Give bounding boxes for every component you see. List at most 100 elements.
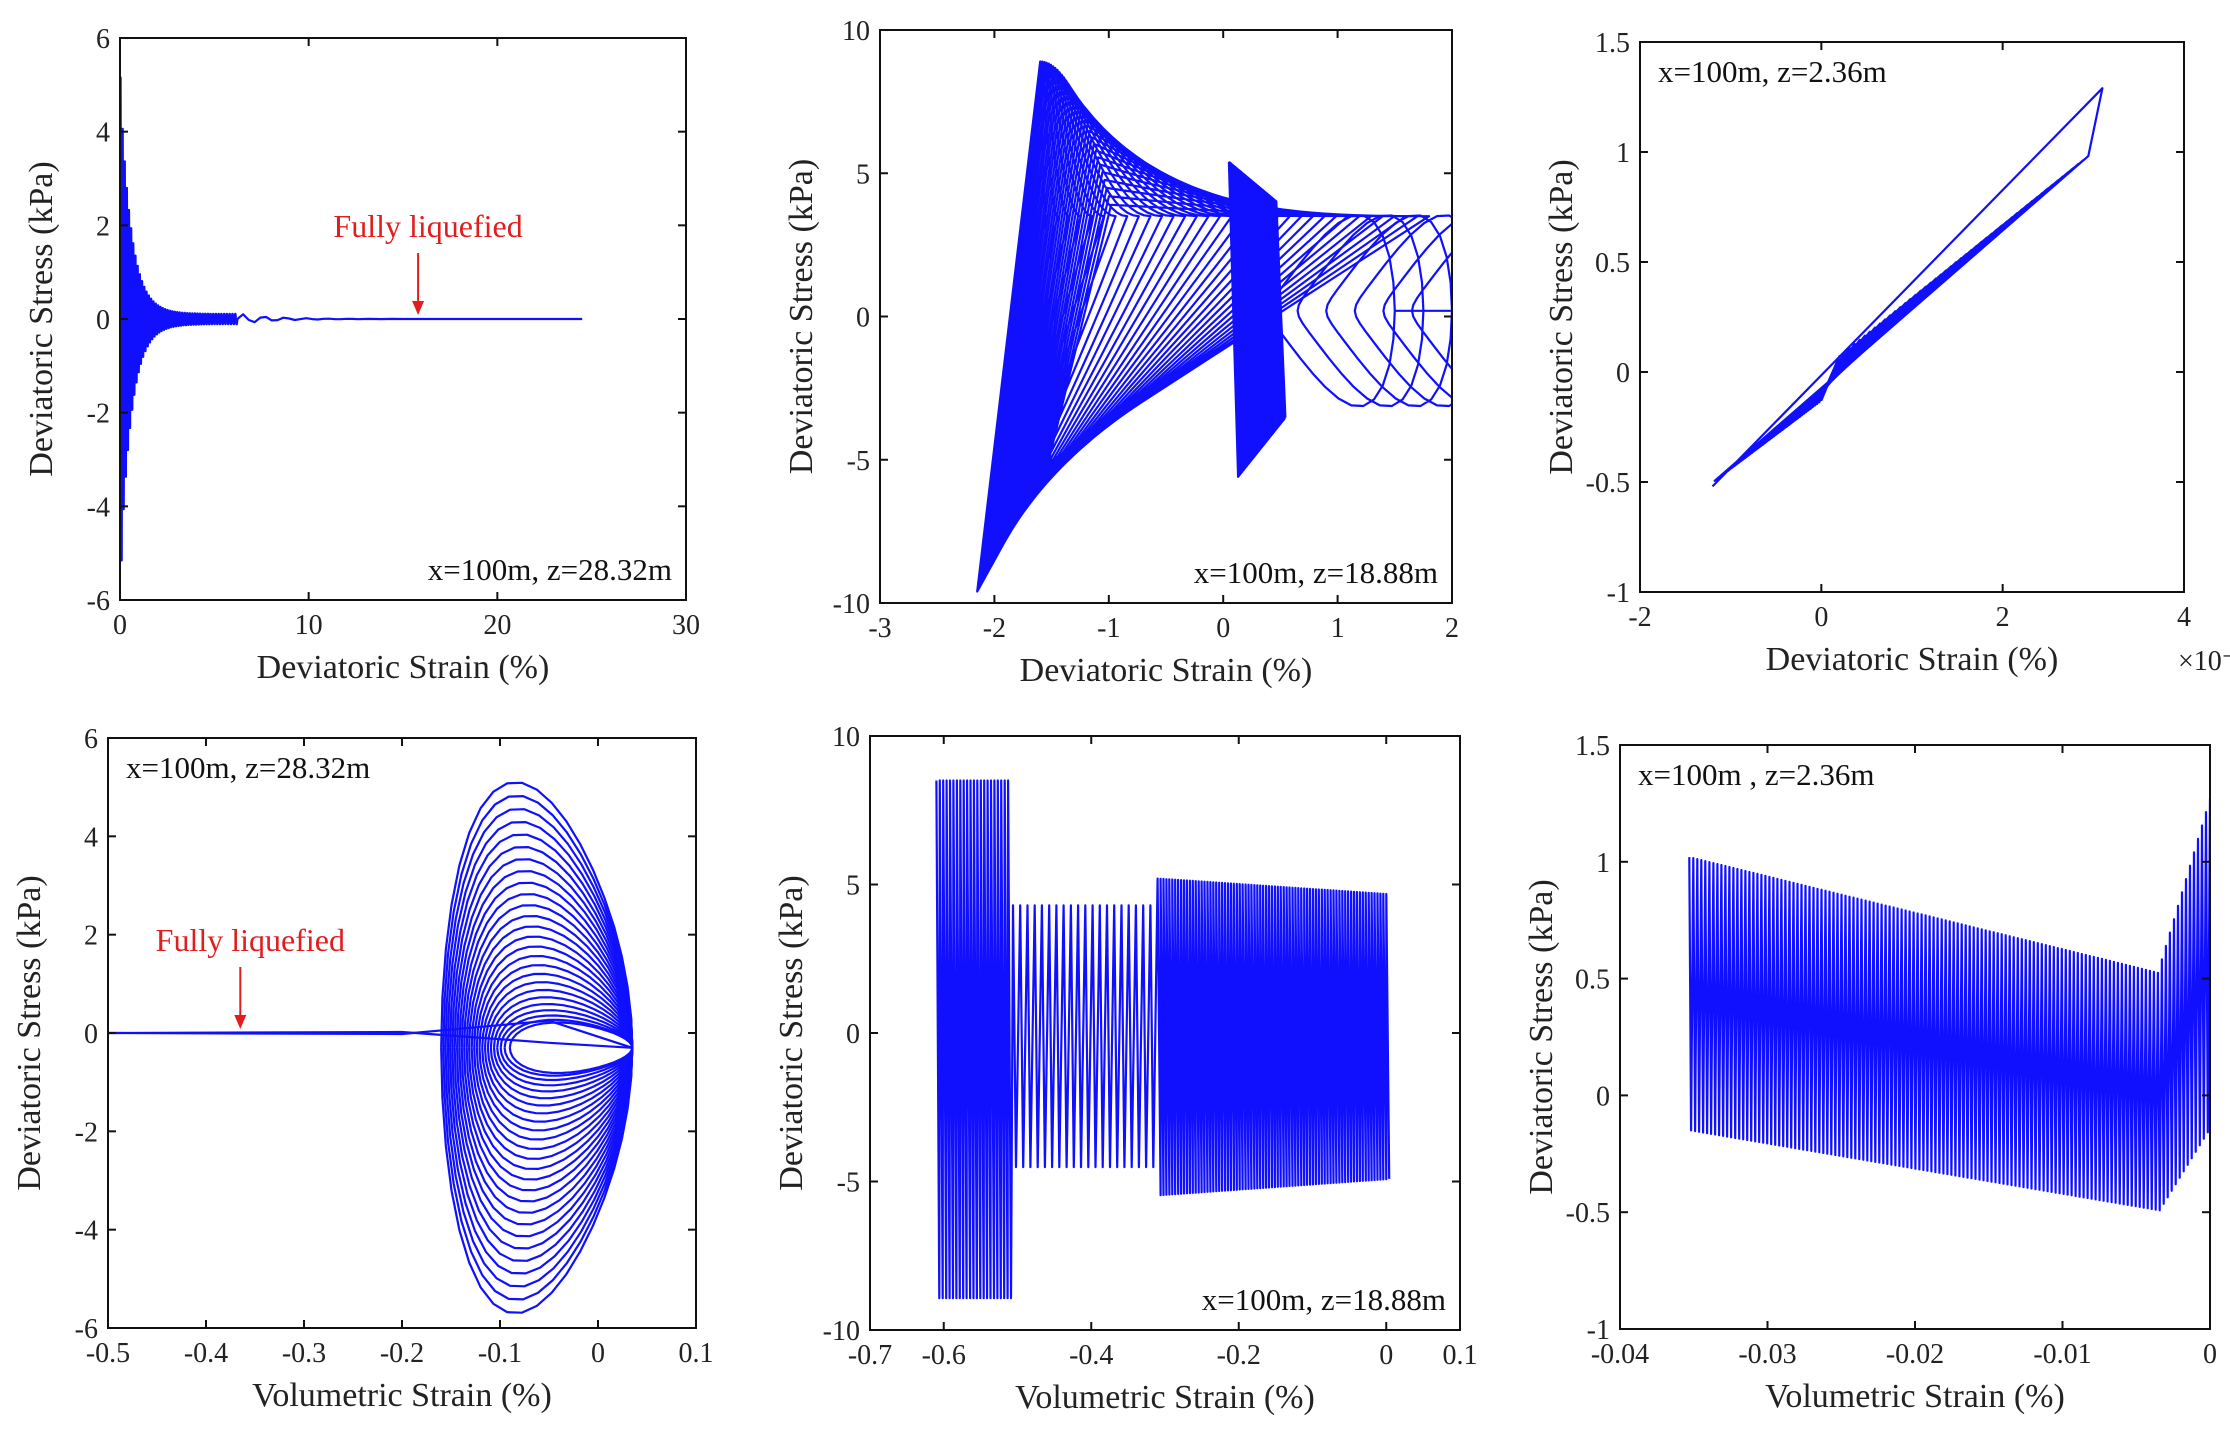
x-tick-label: 30 — [672, 610, 700, 641]
panel-p3: -2 0 2 4 -1 -0.5 0 0.5 1 1.5 Deviatoric Strain (%)… — [1543, 28, 2230, 678]
y-tick-label: 1.5 — [1575, 731, 1610, 762]
plot-frame — [1639, 41, 2185, 593]
panel-p1: 0 10 20 30 -6 -4 -2 0 2 4 6 Deviatoric Strain (%) De… — [23, 24, 700, 686]
y-tick-label: 0.5 — [1575, 965, 1610, 996]
y-axis-label: Deviatoric Stress (kPa) — [773, 875, 810, 1190]
y-tick-label: 0 — [84, 1019, 98, 1050]
y-tick-label: -4 — [87, 492, 110, 523]
x-tick-label: 2 — [1996, 602, 2010, 633]
x-tick-label: 4 — [2177, 602, 2191, 633]
x-tick-label: -1 — [1097, 613, 1120, 644]
y-tick-label: 1 — [1616, 138, 1630, 169]
y-tick-label: 4 — [84, 822, 98, 853]
fully-liquefied-callout: Fully liquefied — [333, 208, 522, 244]
series-curve-0 — [935, 779, 1391, 1300]
series-curve-4 — [499, 1014, 634, 1082]
x-axis-label: Deviatoric Strain (%) — [257, 649, 550, 686]
x-tick-label: -3 — [868, 613, 891, 644]
y-tick-label: -10 — [823, 1316, 860, 1347]
y-tick-label: 4 — [96, 118, 110, 149]
x-tick-label: 2 — [1445, 613, 1459, 644]
y-axis-label: Deviatoric Stress (kPa) — [783, 159, 820, 474]
x-tick-label: -0.2 — [380, 1338, 424, 1369]
series-curve-0 — [120, 76, 583, 562]
x-tick-label: 20 — [483, 610, 511, 641]
location-label: x=100m, z=28.32m — [428, 552, 672, 587]
fully-liquefied-callout: Fully liquefied — [156, 922, 345, 958]
x-tick-label: -0.6 — [922, 1340, 966, 1371]
y-tick-label: -0.5 — [1566, 1198, 1610, 1229]
x-axis-label: Volumetric Strain (%) — [252, 1377, 552, 1414]
y-tick-label: -2 — [87, 399, 110, 430]
x-tick-label: -0.1 — [478, 1338, 522, 1369]
y-tick-label: 2 — [84, 921, 98, 952]
x-axis-label: Volumetric Strain (%) — [1765, 1378, 2065, 1415]
x-tick-label: -0.03 — [1738, 1339, 1796, 1370]
y-tick-label: 0 — [96, 305, 110, 336]
location-label: x=100m, z=28.32m — [126, 750, 370, 785]
x-tick-label: -0.2 — [1217, 1340, 1261, 1371]
x-axis-label: Deviatoric Strain (%) — [1020, 652, 1313, 689]
y-tick-label: -6 — [75, 1314, 98, 1345]
x-tick-label: 0.1 — [1443, 1340, 1478, 1371]
callout-arrow-head-icon — [234, 1015, 247, 1029]
y-tick-label: 0.5 — [1595, 248, 1630, 279]
y-tick-label: -0.5 — [1586, 468, 1630, 499]
x-tick-label: -0.02 — [1886, 1339, 1944, 1370]
y-axis-label: Deviatoric Stress (kPa) — [23, 161, 60, 476]
y-tick-label: 0 — [856, 303, 870, 334]
y-tick-label: 0 — [1596, 1081, 1610, 1112]
location-label: x=100m, z=18.88m — [1194, 555, 1438, 590]
x-axis-exponent: ×10⁻³ — [2178, 646, 2230, 677]
series-curve-27 — [440, 781, 634, 1314]
y-axis-label: Deviatoric Stress (kPa) — [1523, 879, 1560, 1194]
y-tick-label: 10 — [832, 722, 860, 753]
location-label: x=100m , z=2.36m — [1638, 757, 1874, 792]
y-tick-label: 5 — [856, 159, 870, 190]
panel-p6: -0.04 -0.03 -0.02 -0.01 0 -1 -0.5 0 0.5 1 1.5 Volum… — [1523, 731, 2217, 1415]
x-axis-label: Volumetric Strain (%) — [1015, 1379, 1315, 1416]
panel-p4: -0.5 -0.4 -0.3 -0.2 -0.1 0 0.1 -6 -4 -2 0 2 4 6 Volume… — [11, 724, 714, 1414]
x-tick-label: 1 — [1331, 613, 1345, 644]
x-tick-label: -0.01 — [2033, 1339, 2091, 1370]
y-tick-label: -6 — [87, 586, 110, 617]
series-curve-1 — [1227, 161, 1287, 478]
y-tick-label: 0 — [1616, 358, 1630, 389]
y-tick-label: 1 — [1596, 848, 1610, 879]
plot-frame — [879, 29, 1453, 604]
x-tick-label: 0 — [1814, 602, 1828, 633]
y-tick-label: -5 — [847, 446, 870, 477]
y-tick-label: -5 — [837, 1168, 860, 1199]
x-tick-label: 0 — [591, 1338, 605, 1369]
x-tick-label: -0.4 — [184, 1338, 228, 1369]
series-curve-0 — [1688, 797, 2210, 1212]
series-curve-5 — [496, 1009, 634, 1087]
location-label: x=100m, z=2.36m — [1658, 54, 1887, 89]
x-tick-label: -2 — [1628, 602, 1651, 633]
y-tick-label: 2 — [96, 211, 110, 242]
y-tick-label: -2 — [75, 1117, 98, 1148]
y-tick-label: -1 — [1587, 1315, 1610, 1346]
x-tick-label: -0.4 — [1069, 1340, 1113, 1371]
x-tick-label: 0 — [2203, 1339, 2217, 1370]
y-tick-label: -1 — [1607, 578, 1630, 609]
series-curve-0 — [976, 60, 1431, 593]
x-tick-label: 10 — [295, 610, 323, 641]
x-tick-label: -0.3 — [282, 1338, 326, 1369]
y-axis-label: Deviatoric Stress (kPa) — [11, 875, 48, 1190]
y-axis-label: Deviatoric Stress (kPa) — [1543, 159, 1580, 474]
y-tick-label: 1.5 — [1595, 28, 1630, 59]
x-tick-label: 0 — [1216, 613, 1230, 644]
y-tick-label: 6 — [84, 724, 98, 755]
x-tick-label: -0.7 — [848, 1340, 892, 1371]
panel-p5: -0.7 -0.6 -0.4 -0.2 0 0.1 -10 -5 0 5 10 Volumetric … — [773, 722, 1478, 1416]
y-tick-label: -10 — [833, 589, 870, 620]
y-tick-label: 10 — [842, 16, 870, 47]
x-tick-label: -0.5 — [86, 1338, 130, 1369]
y-tick-label: 6 — [96, 24, 110, 55]
x-tick-label: -0.04 — [1591, 1339, 1649, 1370]
y-tick-label: 0 — [846, 1019, 860, 1050]
y-tick-label: 5 — [846, 871, 860, 902]
